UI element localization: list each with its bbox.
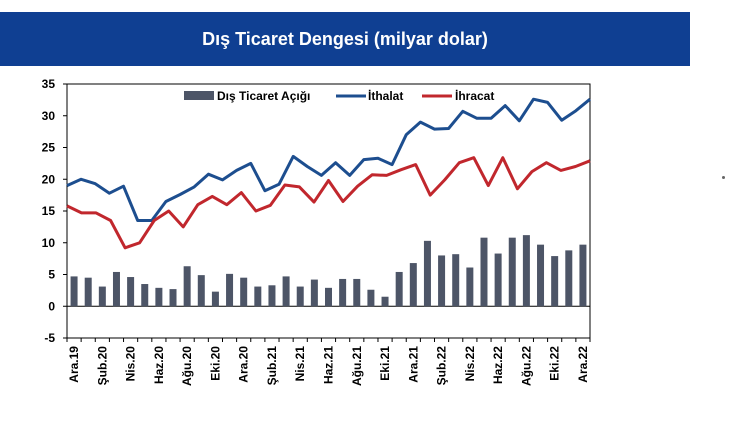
bar-20 xyxy=(353,278,361,307)
bar-3 xyxy=(112,271,120,307)
bar-23 xyxy=(395,271,403,307)
bar-1 xyxy=(84,277,92,307)
legend-swatch-bar xyxy=(184,91,214,100)
x-tick-label: Nis.22 xyxy=(463,346,477,382)
x-tick-label: Eki.21 xyxy=(378,346,392,381)
x-tick-label: Nis.20 xyxy=(124,346,138,382)
y-tick-label: 20 xyxy=(42,172,56,186)
bar-24 xyxy=(409,263,417,307)
axes-layer: -5 0 5 10 15 20 25 30 35 Ara.19 Şub.20 Nis.20 Haz.20… xyxy=(42,77,591,386)
bar-4 xyxy=(127,277,135,307)
x-tick-label: Şub.21 xyxy=(265,346,279,386)
bar-29 xyxy=(480,237,488,307)
y-tick-label: 35 xyxy=(42,77,56,91)
legend: Dış Ticaret Açığı İthalat İhracat xyxy=(184,88,494,103)
y-tick-label: 5 xyxy=(48,268,55,282)
bar-36 xyxy=(579,244,587,307)
y-tick-label: 0 xyxy=(48,299,55,313)
bar-22 xyxy=(381,296,389,307)
bar-28 xyxy=(466,267,474,307)
bar-30 xyxy=(494,253,502,307)
bar-26 xyxy=(438,255,446,307)
x-tick-label: Eki.20 xyxy=(208,346,222,381)
bar-9 xyxy=(197,275,205,307)
bar-31 xyxy=(508,237,516,307)
bar-19 xyxy=(339,278,347,307)
y-tick-label: -5 xyxy=(44,331,55,345)
chart-title-banner: Dış Ticaret Dengesi (milyar dolar) xyxy=(0,12,690,66)
x-tick-label: Ağu.22 xyxy=(519,346,533,386)
bar-34 xyxy=(551,256,559,307)
x-tick-label: Şub.22 xyxy=(435,346,449,386)
x-tick-label: Ara.22 xyxy=(576,346,590,383)
y-tick-label: 30 xyxy=(42,109,56,123)
bar-14 xyxy=(268,285,276,307)
legend-label-line-2: İhracat xyxy=(455,88,494,103)
bar-16 xyxy=(296,286,304,307)
x-tick-label: Haz.21 xyxy=(322,346,336,384)
bar-13 xyxy=(254,286,262,307)
bar-2 xyxy=(98,286,106,307)
y-tick-label: 10 xyxy=(42,236,56,250)
bar-10 xyxy=(211,291,219,307)
x-tick-label: Ara.21 xyxy=(406,346,420,383)
bar-33 xyxy=(537,244,545,307)
x-tick-label: Ara.19 xyxy=(67,346,81,383)
bar-12 xyxy=(240,277,248,307)
x-tick-label: Ağu.21 xyxy=(350,346,364,386)
legend-label-bar: Dış Ticaret Açığı xyxy=(217,89,310,103)
line-series xyxy=(66,97,591,250)
x-tick-label: Ağu.20 xyxy=(180,346,194,386)
stray-dot xyxy=(722,176,725,179)
line-i̇thalat xyxy=(66,97,591,222)
bar-27 xyxy=(452,254,460,307)
line-i̇hracat xyxy=(66,156,591,250)
bar-series xyxy=(70,235,587,307)
y-tick-label: 25 xyxy=(42,141,56,155)
bar-5 xyxy=(141,284,149,307)
x-tick-label: Haz.20 xyxy=(152,346,166,384)
bar-0 xyxy=(70,276,78,307)
x-tick-label: Ara.20 xyxy=(237,346,251,383)
chart-title: Dış Ticaret Dengesi (milyar dolar) xyxy=(202,28,488,49)
y-tick-label: 15 xyxy=(42,204,56,218)
bar-8 xyxy=(183,266,191,307)
bar-21 xyxy=(367,289,375,307)
bar-7 xyxy=(169,289,177,307)
x-tick-label: Nis.21 xyxy=(293,346,307,382)
x-tick-label: Haz.22 xyxy=(491,346,505,384)
legend-label-line-1: İthalat xyxy=(368,88,403,103)
bar-11 xyxy=(226,273,234,307)
x-tick-label: Şub.20 xyxy=(95,346,109,386)
bar-15 xyxy=(282,276,290,307)
bar-18 xyxy=(325,287,332,307)
bar-6 xyxy=(155,287,163,307)
bar-17 xyxy=(310,279,318,307)
bar-32 xyxy=(522,235,530,307)
bar-25 xyxy=(423,240,431,307)
bar-35 xyxy=(565,250,573,307)
x-tick-label: Eki.22 xyxy=(548,346,562,381)
